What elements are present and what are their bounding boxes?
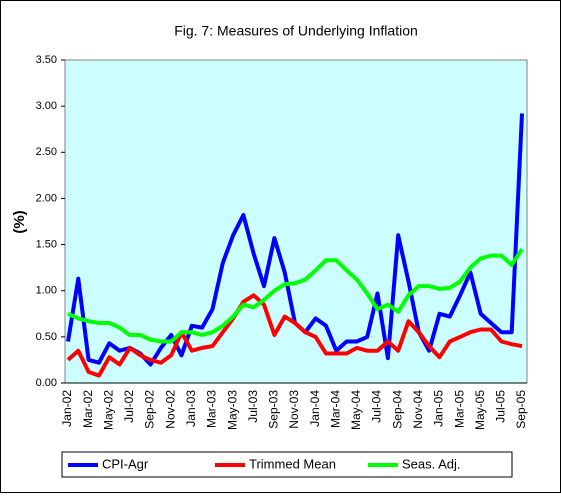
x-tick-label: Mar-02 [81, 390, 95, 428]
x-tick-label: Sep-04 [390, 390, 404, 429]
y-tick-label: 2.50 [36, 146, 57, 158]
x-tick-label: May-04 [349, 390, 363, 430]
x-tick-label: Jul-03 [246, 390, 260, 423]
x-tick-label: Mar-04 [328, 390, 342, 428]
legend-label: Trimmed Mean [249, 456, 336, 471]
legend-box [61, 451, 513, 478]
x-tick-label: May-02 [101, 390, 115, 430]
y-tick-label: 1.00 [36, 285, 57, 297]
series-line [66, 293, 523, 378]
x-tick-label: Jan-04 [308, 390, 322, 427]
series-line [67, 248, 524, 344]
y-tick-label: 3.00 [36, 100, 57, 112]
x-tick-label: May-05 [473, 390, 487, 430]
y-tick-label: 2.00 [36, 192, 57, 204]
x-tick-label: Jul-04 [370, 390, 384, 423]
x-tick-label: Jan-05 [432, 390, 446, 427]
legend-label: Seas. Adj. [402, 456, 461, 471]
chart-title: Fig. 7: Measures of Underlying Inflation [174, 23, 418, 39]
y-tick-label: 3.50 [36, 54, 57, 66]
y-axis-label: (%) [11, 210, 28, 233]
x-tick-label: May-03 [225, 390, 239, 430]
x-tick-label: Sep-02 [143, 390, 157, 429]
legend-label: CPI-Agr [102, 456, 149, 471]
x-tick-label: Jan-03 [184, 390, 198, 427]
x-tick-label: Sep-05 [514, 390, 528, 429]
x-tick-label: Jul-05 [494, 390, 508, 423]
x-tick-label: Mar-05 [452, 390, 466, 428]
y-tick-label: 0.50 [36, 331, 57, 343]
x-tick-label: Nov-02 [163, 390, 177, 429]
x-tick-label: Nov-03 [287, 390, 301, 429]
x-tick-label: Sep-03 [267, 390, 281, 429]
x-tick-label: Jan-02 [60, 390, 74, 427]
x-tick-label: Mar-03 [205, 390, 219, 428]
x-tick-label: Nov-04 [411, 390, 425, 429]
plot-area [64, 59, 528, 384]
y-tick-label: 1.50 [36, 238, 57, 250]
x-tick-label: Jul-02 [122, 390, 136, 423]
y-tick-label: 0.00 [36, 377, 57, 389]
